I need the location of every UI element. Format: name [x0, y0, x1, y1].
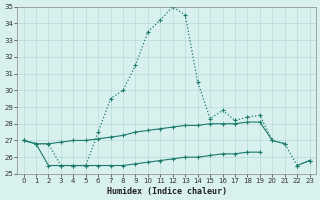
X-axis label: Humidex (Indice chaleur): Humidex (Indice chaleur) [107, 187, 227, 196]
